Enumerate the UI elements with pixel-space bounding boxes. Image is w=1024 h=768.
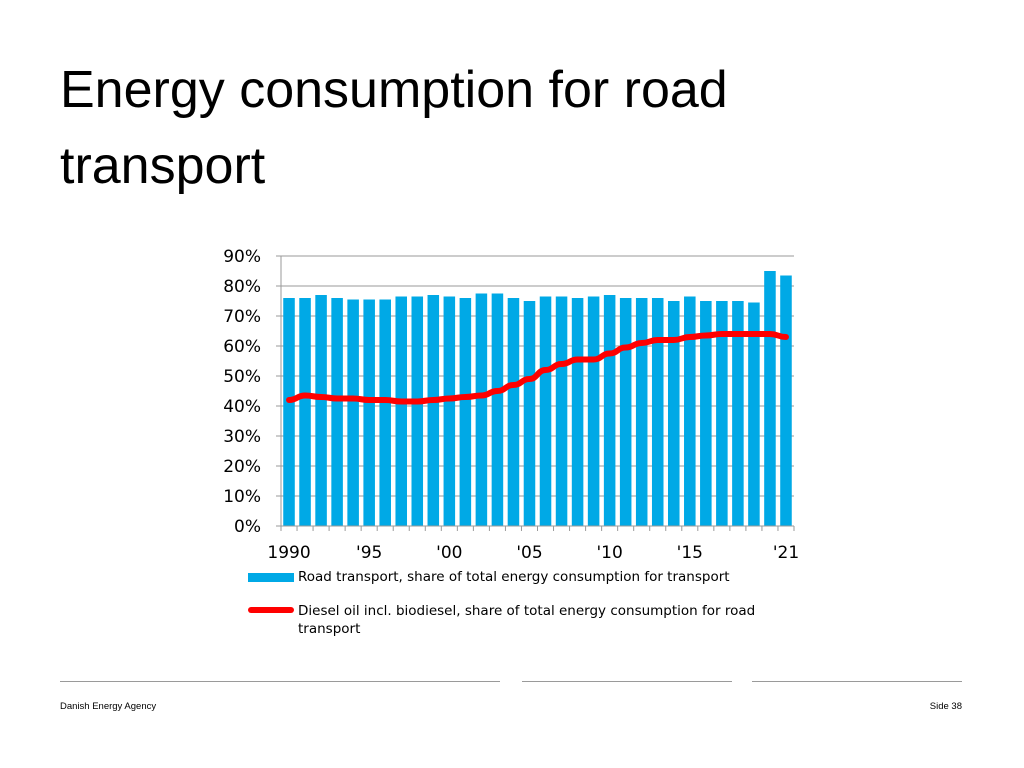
footer-organization: Danish Energy Agency xyxy=(60,701,157,712)
chart-legend: Road transport, share of total energy co… xyxy=(248,568,808,638)
x-tick-label: '05 xyxy=(516,543,542,563)
y-tick-label: 50% xyxy=(223,367,261,387)
bar xyxy=(475,293,488,526)
y-tick-label: 70% xyxy=(223,307,261,327)
x-tick-label: '15 xyxy=(677,543,703,563)
legend-swatch-bar xyxy=(248,573,294,582)
bar xyxy=(732,301,744,526)
legend-item-diesel: Diesel oil incl. biodiesel, share of tot… xyxy=(248,602,808,638)
footer-page-number: Side 38 xyxy=(929,701,962,712)
legend-label-diesel: Diesel oil incl. biodiesel, share of tot… xyxy=(298,603,756,637)
chart-bars xyxy=(283,271,792,526)
legend-item-road-transport: Road transport, share of total energy co… xyxy=(248,568,808,586)
bar xyxy=(411,296,424,526)
y-tick-label: 90% xyxy=(223,247,261,267)
x-tick-label: '95 xyxy=(356,543,382,563)
bar xyxy=(299,298,311,526)
footer-divider-left xyxy=(60,681,500,682)
footer-divider-middle xyxy=(522,681,732,682)
bar xyxy=(491,293,504,526)
bar xyxy=(347,299,359,526)
legend-label-road-transport: Road transport, share of total energy co… xyxy=(298,569,730,585)
bar xyxy=(539,296,552,526)
bar xyxy=(571,298,584,526)
diesel-share-line xyxy=(286,331,789,405)
bar xyxy=(331,298,343,526)
x-tick-label: 1990 xyxy=(267,543,310,563)
bar xyxy=(780,275,792,526)
bar xyxy=(363,299,375,526)
y-tick-label: 30% xyxy=(223,427,261,447)
bar xyxy=(315,295,327,526)
bar xyxy=(619,298,632,526)
y-tick-label: 20% xyxy=(223,457,261,477)
y-tick-label: 60% xyxy=(223,337,261,357)
bar xyxy=(764,271,776,526)
bar xyxy=(427,295,440,526)
bar xyxy=(700,301,712,526)
chart-axes xyxy=(276,255,795,531)
y-tick-label: 80% xyxy=(223,277,261,297)
bar xyxy=(603,295,616,526)
bar xyxy=(748,302,760,526)
bar xyxy=(684,296,696,526)
bar xyxy=(443,296,456,526)
bar xyxy=(395,296,408,526)
bar xyxy=(507,298,520,526)
chart-line-series xyxy=(286,331,789,405)
y-tick-label: 0% xyxy=(234,517,261,537)
x-tick-label: '00 xyxy=(436,543,462,563)
legend-swatch-line xyxy=(248,607,294,613)
footer-divider-right xyxy=(752,681,962,682)
bar xyxy=(379,299,391,526)
y-axis-tick-labels: 0% 10% 20% 30% 40% 50% 60% 70% 80% 90% xyxy=(223,247,261,537)
slide-title: Energy consumption for road transport xyxy=(60,61,728,195)
x-tick-label: '10 xyxy=(596,543,622,563)
bar xyxy=(587,296,600,526)
bar xyxy=(667,301,680,526)
x-tick-label: '21 xyxy=(773,543,799,563)
bar xyxy=(283,298,295,526)
bar xyxy=(555,296,568,526)
x-axis-tick-labels: 1990 '95 '00 '05 '10 '15 '21 xyxy=(267,543,799,563)
bar xyxy=(523,301,536,526)
bar xyxy=(459,298,472,526)
y-tick-label: 40% xyxy=(223,397,261,417)
bar xyxy=(651,298,664,526)
y-tick-label: 10% xyxy=(223,487,261,507)
bar xyxy=(635,298,648,526)
bar xyxy=(716,301,728,526)
